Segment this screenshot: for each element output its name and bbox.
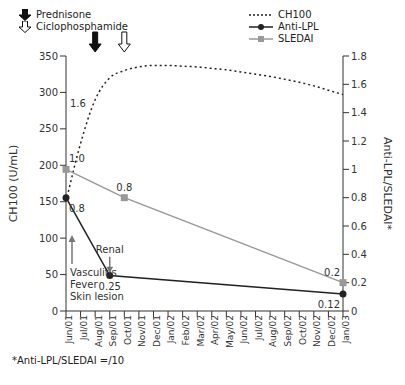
svg-text:0.8: 0.8 [116, 182, 132, 193]
svg-text:Jun/02: Jun/02 [239, 315, 249, 345]
svg-text:Dec/02: Dec/02 [327, 315, 337, 347]
svg-text:200: 200 [39, 160, 58, 171]
html-text:Anti-LPL: Anti-LPL [278, 21, 319, 32]
svg-text:Aug/01: Aug/01 [94, 315, 104, 347]
svg-text:1.6: 1.6 [351, 79, 367, 90]
html-text:*Anti-LPL/SLEDAI =/10: *Anti-LPL/SLEDAI =/10 [12, 355, 125, 366]
html-text:SLEDAI: SLEDAI [278, 33, 314, 44]
svg-text:0.12: 0.12 [318, 299, 340, 310]
svg-text:1.2: 1.2 [351, 136, 367, 147]
svg-text:0.8: 0.8 [69, 203, 85, 214]
svg-text:Vasculitis: Vasculitis [70, 267, 117, 278]
svg-text:Jul/01: Jul/01 [79, 315, 89, 341]
svg-text:May/02: May/02 [225, 315, 235, 348]
svg-text:Jan/03: Jan/03 [341, 315, 351, 344]
svg-text:Feb/02: Feb/02 [181, 315, 191, 345]
svg-text:1.4: 1.4 [351, 107, 367, 118]
svg-text:1.0: 1.0 [69, 153, 85, 164]
svg-text:1.6: 1.6 [70, 98, 86, 109]
svg-text:Fever: Fever [70, 279, 98, 290]
svg-text:0.6: 0.6 [351, 221, 367, 232]
svg-text:Dec/01: Dec/01 [152, 315, 162, 347]
svg-text:Jul/02: Jul/02 [254, 315, 264, 341]
svg-text:Nov/01: Nov/01 [137, 315, 147, 347]
svg-text:Oct/01: Oct/01 [123, 315, 133, 345]
svg-text:Skin lesion: Skin lesion [70, 291, 124, 302]
svg-text:0.4: 0.4 [351, 249, 367, 260]
html-text:Ciclophosphamide: Ciclophosphamide [36, 21, 128, 32]
svg-text:Mar/02: Mar/02 [196, 315, 206, 346]
svg-text:250: 250 [39, 123, 58, 134]
svg-text:Sep/01: Sep/01 [108, 315, 118, 346]
svg-text:350: 350 [39, 51, 58, 62]
svg-text:100: 100 [39, 233, 58, 244]
svg-text:0.2: 0.2 [324, 267, 340, 278]
html-text:CH100: CH100 [278, 9, 312, 20]
svg-text:0: 0 [351, 306, 357, 317]
svg-text:Jan/02: Jan/02 [166, 315, 176, 344]
svg-text:0.2: 0.2 [351, 277, 367, 288]
svg-text:300: 300 [39, 87, 58, 98]
svg-text:Oct/02: Oct/02 [298, 315, 308, 345]
svg-text:Sep/02: Sep/02 [283, 315, 293, 346]
svg-text:Apr/02: Apr/02 [210, 315, 220, 345]
svg-text:150: 150 [39, 196, 58, 207]
svg-text:0: 0 [52, 306, 58, 317]
svg-text:1.8: 1.8 [351, 51, 367, 62]
svg-text:Nov/02: Nov/02 [312, 315, 322, 347]
html-text:Prednisone: Prednisone [36, 9, 92, 20]
svg-text:0.25: 0.25 [99, 281, 121, 292]
svg-text:50: 50 [45, 269, 58, 280]
svg-text:CH100 (U/mL): CH100 (U/mL) [8, 145, 20, 223]
svg-text:0.8: 0.8 [351, 192, 367, 203]
svg-text:1: 1 [351, 164, 357, 175]
svg-text:Anti-LPL/SLEDAI*: Anti-LPL/SLEDAI* [381, 137, 394, 231]
svg-text:Jun/01: Jun/01 [64, 315, 74, 345]
svg-text:Renal: Renal [96, 244, 124, 255]
svg-text:Aug/02: Aug/02 [268, 315, 278, 347]
